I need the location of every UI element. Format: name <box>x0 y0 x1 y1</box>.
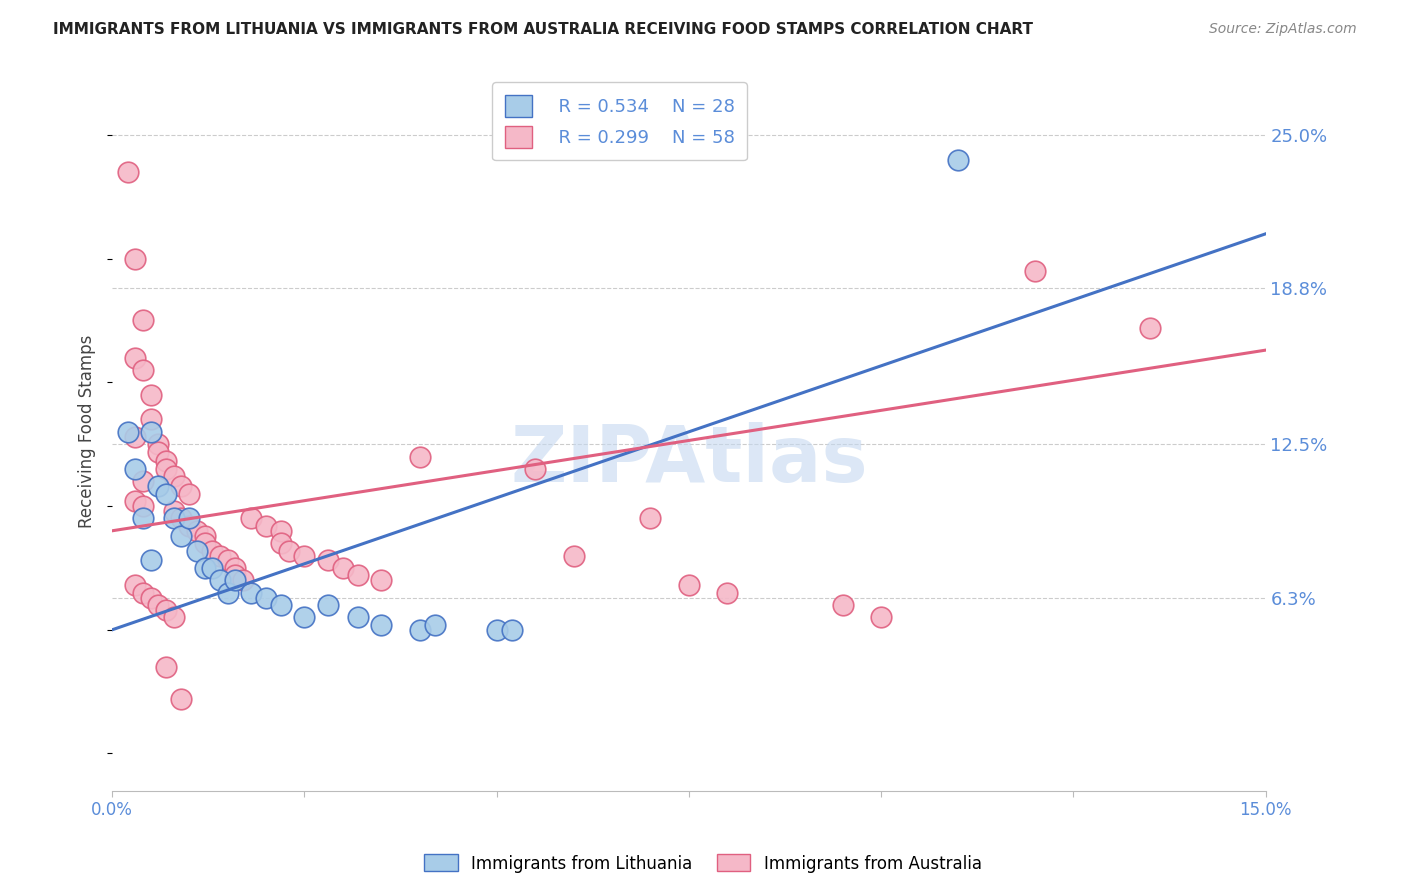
Point <box>163 469 186 483</box>
Point <box>186 524 208 538</box>
Point <box>370 617 392 632</box>
Point <box>170 511 193 525</box>
Point <box>254 591 277 605</box>
Point <box>124 252 146 266</box>
Point <box>946 153 969 167</box>
Point <box>148 598 170 612</box>
Point <box>224 568 246 582</box>
Point <box>117 165 139 179</box>
Point <box>201 561 224 575</box>
Point <box>132 363 155 377</box>
Point <box>208 574 231 588</box>
Point <box>117 425 139 439</box>
Point <box>347 610 370 624</box>
Point <box>239 585 262 599</box>
Point <box>139 553 162 567</box>
Point <box>278 543 301 558</box>
Point <box>139 412 162 426</box>
Y-axis label: Receiving Food Stamps: Receiving Food Stamps <box>79 335 96 528</box>
Point <box>316 598 339 612</box>
Point <box>232 574 254 588</box>
Point <box>193 529 215 543</box>
Point <box>217 553 239 567</box>
Point <box>179 511 201 525</box>
Point <box>124 462 146 476</box>
Text: Source: ZipAtlas.com: Source: ZipAtlas.com <box>1209 22 1357 37</box>
Point <box>132 499 155 513</box>
Point <box>179 518 201 533</box>
Point <box>1024 264 1046 278</box>
Point <box>270 524 292 538</box>
Point <box>640 511 662 525</box>
Point <box>132 511 155 525</box>
Point <box>524 462 547 476</box>
Point <box>239 511 262 525</box>
Point <box>124 430 146 444</box>
Point <box>716 585 738 599</box>
Point <box>224 574 246 588</box>
Point <box>678 578 700 592</box>
Point <box>208 549 231 563</box>
Point <box>132 585 155 599</box>
Text: IMMIGRANTS FROM LITHUANIA VS IMMIGRANTS FROM AUSTRALIA RECEIVING FOOD STAMPS COR: IMMIGRANTS FROM LITHUANIA VS IMMIGRANTS … <box>53 22 1033 37</box>
Point <box>124 578 146 592</box>
Point <box>409 623 432 637</box>
Point <box>139 425 162 439</box>
Point <box>270 536 292 550</box>
Point <box>139 387 162 401</box>
Point <box>1139 321 1161 335</box>
Point <box>294 549 316 563</box>
Point <box>170 529 193 543</box>
Point <box>425 617 447 632</box>
Point <box>155 454 177 468</box>
Point <box>501 623 523 637</box>
Point <box>163 511 186 525</box>
Point <box>294 610 316 624</box>
Legend: Immigrants from Lithuania, Immigrants from Australia: Immigrants from Lithuania, Immigrants fr… <box>418 847 988 880</box>
Point <box>155 486 177 500</box>
Point <box>409 450 432 464</box>
Point <box>831 598 853 612</box>
Point <box>316 553 339 567</box>
Point <box>193 561 215 575</box>
Point <box>332 561 354 575</box>
Point <box>148 479 170 493</box>
Point <box>155 660 177 674</box>
Point <box>179 486 201 500</box>
Point <box>562 549 585 563</box>
Point <box>124 351 146 365</box>
Point <box>370 574 392 588</box>
Point <box>186 543 208 558</box>
Point <box>347 568 370 582</box>
Point <box>270 598 292 612</box>
Legend:   R = 0.534    N = 28,   R = 0.299    N = 58: R = 0.534 N = 28, R = 0.299 N = 58 <box>492 82 747 161</box>
Point <box>163 610 186 624</box>
Point <box>124 494 146 508</box>
Point <box>193 536 215 550</box>
Point <box>132 313 155 327</box>
Point <box>485 623 508 637</box>
Point <box>139 591 162 605</box>
Point <box>224 561 246 575</box>
Point <box>148 444 170 458</box>
Point <box>170 692 193 706</box>
Point <box>254 518 277 533</box>
Point <box>170 479 193 493</box>
Point <box>870 610 893 624</box>
Point <box>155 462 177 476</box>
Point <box>132 475 155 489</box>
Point <box>217 585 239 599</box>
Point <box>155 603 177 617</box>
Point <box>163 504 186 518</box>
Text: ZIPAtlas: ZIPAtlas <box>510 423 868 499</box>
Point <box>201 543 224 558</box>
Point <box>148 437 170 451</box>
